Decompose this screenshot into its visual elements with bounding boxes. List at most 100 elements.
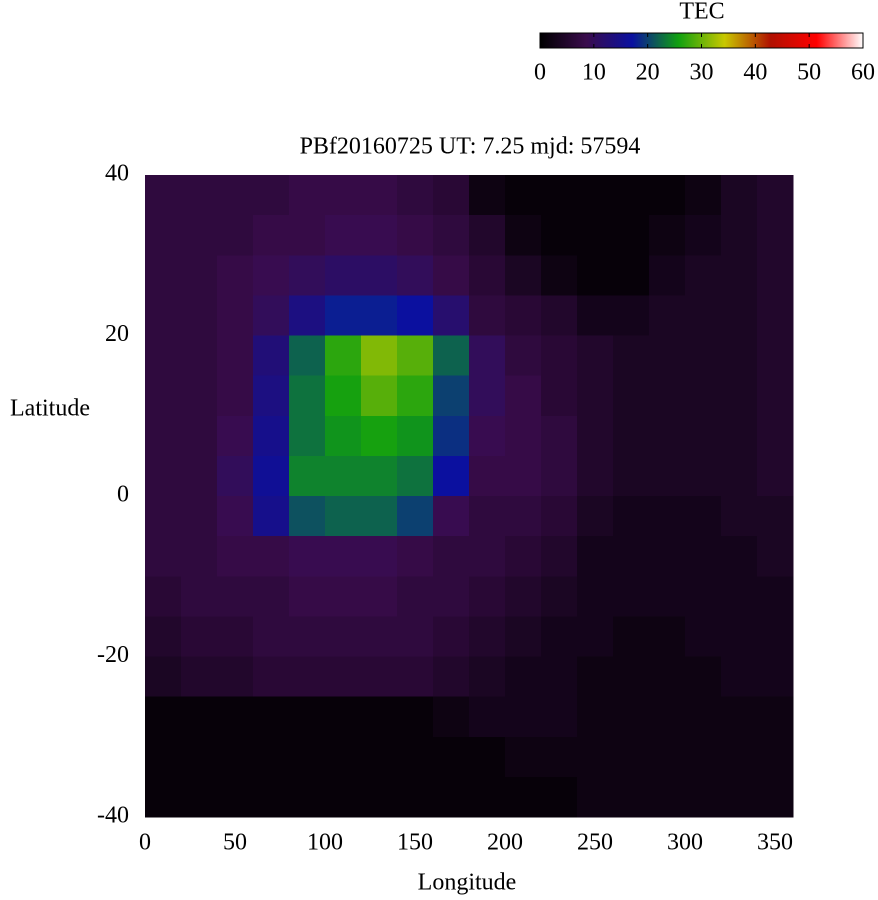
heatmap-cell — [685, 415, 722, 457]
heatmap-cell — [289, 776, 326, 818]
x-tick-label: 100 — [307, 830, 343, 856]
heatmap-cell — [469, 776, 506, 818]
heatmap-cell — [289, 536, 326, 577]
heatmap-cell — [577, 656, 614, 698]
heatmap-cell — [433, 736, 470, 778]
heatmap-cell — [721, 175, 758, 216]
heatmap-cell — [325, 215, 362, 256]
heatmap-cell — [253, 576, 290, 617]
heatmap-cell — [577, 696, 614, 738]
heatmap-cell — [181, 415, 218, 457]
heatmap-cell — [685, 455, 722, 497]
heatmap-cell — [505, 616, 542, 657]
heatmap-cell — [397, 255, 434, 296]
heatmap-cell — [541, 496, 578, 537]
heatmap-cell — [145, 215, 182, 256]
heatmap-cell — [469, 656, 506, 698]
heatmap-cell — [253, 736, 290, 778]
heatmap-cell — [757, 295, 794, 336]
heatmap-cell — [757, 536, 794, 577]
heatmap-cell — [721, 415, 758, 457]
heatmap-cell — [397, 175, 434, 216]
heatmap-cell — [613, 415, 650, 457]
heatmap-cell — [577, 255, 614, 296]
heatmap-cell — [649, 536, 686, 577]
heatmap-cell — [469, 576, 506, 617]
x-axis-label: Longitude — [418, 870, 517, 896]
heatmap-cell — [181, 335, 218, 377]
heatmap-cell — [649, 215, 686, 256]
heatmap-cell — [505, 776, 542, 818]
heatmap-cell — [721, 375, 758, 417]
heatmap-cell — [253, 496, 290, 537]
heatmap-cell — [541, 335, 578, 377]
heatmap-cell — [181, 255, 218, 296]
heatmap-cell — [433, 455, 470, 497]
heatmap-cell — [757, 215, 794, 256]
heatmap-cell — [433, 776, 470, 818]
heatmap-cell — [253, 215, 290, 256]
heatmap-cell — [181, 616, 218, 657]
heatmap-cell — [757, 616, 794, 657]
heatmap-cell — [685, 656, 722, 698]
heatmap-cell — [685, 335, 722, 377]
heatmap-cell — [505, 656, 542, 698]
heatmap-cell — [181, 696, 218, 738]
heatmap-cell — [649, 255, 686, 296]
heatmap-cell — [649, 656, 686, 698]
heatmap-cell — [721, 736, 758, 778]
heatmap-cell — [613, 255, 650, 296]
heatmap-cell — [613, 616, 650, 657]
heatmap-cell — [721, 536, 758, 577]
heatmap-cell — [541, 576, 578, 617]
heatmap-cell — [757, 455, 794, 497]
heatmap-cell — [145, 455, 182, 497]
heatmap-cell — [289, 736, 326, 778]
heatmap-cell — [685, 536, 722, 577]
heatmap-cell — [325, 696, 362, 738]
heatmap-cell — [217, 455, 254, 497]
heatmap-cell — [685, 496, 722, 537]
heatmap-cell — [181, 576, 218, 617]
colorbar-label: TEC — [679, 0, 724, 25]
heatmap-cell — [469, 536, 506, 577]
colorbar-tick-label: 60 — [851, 60, 875, 86]
heatmap-cell — [541, 455, 578, 497]
heatmap-cell — [217, 536, 254, 577]
heatmap-cell — [145, 696, 182, 738]
heatmap-cell — [217, 375, 254, 417]
colorbar-tick-label: 40 — [743, 60, 767, 86]
heatmap-cell — [541, 776, 578, 818]
heatmap-cell — [649, 696, 686, 738]
heatmap-cell — [145, 255, 182, 296]
heatmap-cell — [685, 696, 722, 738]
heatmap-cell — [577, 776, 614, 818]
heatmap-cell — [613, 455, 650, 497]
heatmap-cell — [253, 656, 290, 698]
heatmap-cell — [649, 335, 686, 377]
heatmap-cell — [181, 455, 218, 497]
y-tick-label: 40 — [105, 161, 129, 187]
heatmap-cell — [649, 616, 686, 657]
heatmap-cell — [685, 736, 722, 778]
heatmap-cell — [613, 335, 650, 377]
heatmap-cell — [325, 175, 362, 216]
heatmap-cell — [289, 616, 326, 657]
heatmap-cell — [145, 776, 182, 818]
heatmap-cell — [397, 736, 434, 778]
heatmap-cell — [361, 576, 398, 617]
heatmap-cell — [181, 776, 218, 818]
heatmap-cell — [397, 335, 434, 377]
heatmap-cell — [145, 536, 182, 577]
heatmap-cell — [721, 616, 758, 657]
heatmap-cell — [397, 576, 434, 617]
heatmap-cell — [649, 175, 686, 216]
heatmap-cell — [649, 415, 686, 457]
heatmap-cell — [685, 616, 722, 657]
heatmap-cell — [505, 696, 542, 738]
heatmap-cell — [217, 576, 254, 617]
heatmap-cell — [469, 295, 506, 336]
heatmap-cell — [469, 375, 506, 417]
heatmap-cell — [505, 215, 542, 256]
heatmap-cell — [361, 335, 398, 377]
